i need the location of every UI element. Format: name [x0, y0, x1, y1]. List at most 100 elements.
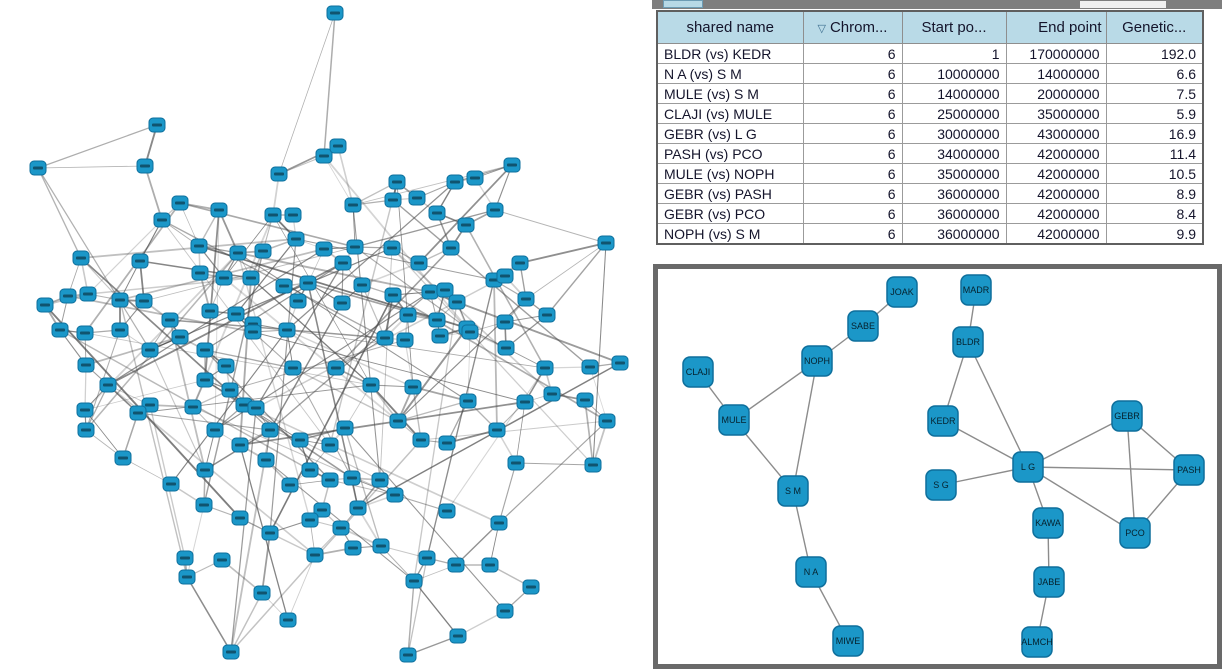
network-node[interactable] [486, 202, 504, 218]
network-node[interactable] [333, 295, 351, 311]
table-cell[interactable]: 7.5 [1105, 83, 1204, 104]
network-node[interactable] [343, 470, 361, 486]
network-node[interactable] [114, 450, 132, 466]
network-node[interactable] [148, 117, 166, 133]
network-node[interactable] [270, 166, 288, 182]
network-node[interactable] [428, 312, 446, 328]
network-node[interactable] [384, 287, 402, 303]
network-node[interactable] [543, 386, 561, 402]
network-node[interactable] [141, 342, 159, 358]
network-node[interactable] [362, 377, 380, 393]
network-node[interactable] [327, 360, 345, 376]
network-node[interactable] [210, 202, 228, 218]
table-cell[interactable]: 35000000 [1005, 103, 1107, 124]
network-edge[interactable] [519, 242, 607, 264]
subnetwork-node-claji[interactable]: CLAJI [682, 356, 714, 388]
network-node[interactable] [77, 357, 95, 373]
table-cell[interactable]: 6 [802, 43, 903, 64]
network-node[interactable] [171, 195, 189, 211]
network-node[interactable] [284, 360, 302, 376]
network-edge[interactable] [237, 252, 311, 521]
subnetwork-edge[interactable] [1126, 415, 1136, 534]
network-node[interactable] [410, 255, 428, 271]
subnetwork-node-sabe[interactable]: SABE [847, 310, 879, 342]
network-edge[interactable] [354, 246, 468, 329]
network-edge[interactable] [335, 337, 386, 369]
network-node[interactable] [396, 332, 414, 348]
network-node[interactable] [171, 329, 189, 345]
network-node[interactable] [344, 197, 362, 213]
table-cell[interactable]: 34000000 [901, 143, 1007, 164]
subnetwork-node-almch[interactable]: ALMCH [1021, 626, 1053, 658]
table-scrollbar-strip[interactable] [652, 0, 1222, 9]
table-cell[interactable]: 42000000 [1005, 163, 1107, 184]
network-edge[interactable] [329, 479, 396, 496]
network-node[interactable] [611, 355, 629, 371]
subnetwork-edge[interactable] [1027, 466, 1136, 534]
table-row[interactable]: GEBR (vs) L G 6 30000000 43000000 16.9 [656, 123, 1204, 144]
network-node[interactable] [231, 510, 249, 526]
network-node[interactable] [196, 372, 214, 388]
network-node[interactable] [136, 158, 154, 174]
network-node[interactable] [334, 255, 352, 271]
network-edge[interactable] [467, 331, 471, 402]
main-network-view[interactable] [0, 0, 650, 669]
column-header-chromosome[interactable]: ▽ Chrom... [802, 10, 903, 44]
subnetwork-node-kawa[interactable]: KAWA [1032, 507, 1064, 539]
table-row[interactable]: CLAJI (vs) MULE 6 25000000 35000000 5.9 [656, 103, 1204, 124]
subnetwork-node-s-m[interactable]: S M [777, 475, 809, 507]
network-node[interactable] [278, 322, 296, 338]
table-cell[interactable]: 42000000 [1005, 143, 1107, 164]
network-node[interactable] [76, 325, 94, 341]
table-row[interactable]: BLDR (vs) KEDR 6 1 170000000 192.0 [656, 43, 1204, 64]
network-edge[interactable] [286, 181, 456, 331]
network-node[interactable] [438, 435, 456, 451]
network-node[interactable] [59, 288, 77, 304]
table-cell[interactable]: 6 [802, 183, 903, 204]
network-node[interactable] [229, 245, 247, 261]
network-node[interactable] [353, 277, 371, 293]
table-cell[interactable]: N A (vs) S M [656, 63, 804, 84]
network-node[interactable] [306, 547, 324, 563]
table-cell[interactable]: 10000000 [901, 63, 1007, 84]
subnetwork-node-pash[interactable]: PASH [1173, 454, 1205, 486]
network-node[interactable] [36, 297, 54, 313]
network-node[interactable] [284, 207, 302, 223]
network-node[interactable] [496, 268, 514, 284]
network-edge[interactable] [255, 262, 344, 409]
network-edge[interactable] [169, 319, 386, 339]
network-edge[interactable] [515, 462, 594, 466]
network-node[interactable] [222, 644, 240, 660]
column-header-shared-name[interactable]: shared name [656, 10, 804, 44]
network-edge[interactable] [179, 202, 356, 248]
network-edge[interactable] [352, 164, 513, 206]
table-cell[interactable]: 6.6 [1105, 63, 1204, 84]
network-node[interactable] [244, 324, 262, 340]
table-cell[interactable]: 11.4 [1105, 143, 1204, 164]
network-edge[interactable] [292, 367, 353, 479]
subnetwork-node-s-g[interactable]: S G [925, 469, 957, 501]
network-node[interactable] [399, 307, 417, 323]
network-node[interactable] [131, 253, 149, 269]
network-node[interactable] [376, 330, 394, 346]
network-node[interactable] [488, 422, 506, 438]
network-edge[interactable] [223, 214, 274, 279]
network-edge[interactable] [418, 164, 513, 264]
table-cell[interactable]: MULE (vs) S M [656, 83, 804, 104]
table-cell[interactable]: 6 [802, 163, 903, 184]
subnetwork-node-miwe[interactable]: MIWE [832, 625, 864, 657]
network-edge[interactable] [269, 302, 343, 431]
network-node[interactable] [281, 477, 299, 493]
network-node[interactable] [257, 452, 275, 468]
subnetwork-node-madr[interactable]: MADR [960, 274, 992, 306]
network-node[interactable] [517, 291, 535, 307]
table-row[interactable]: MULE (vs) NOPH 6 35000000 42000000 10.5 [656, 163, 1204, 184]
network-node[interactable] [408, 190, 426, 206]
network-node[interactable] [301, 462, 319, 478]
subnetwork-node-n-a[interactable]: N A [795, 556, 827, 588]
network-node[interactable] [279, 612, 297, 628]
network-node[interactable] [201, 303, 219, 319]
column-header-start-point[interactable]: Start po... [901, 10, 1007, 44]
network-node[interactable] [446, 174, 464, 190]
subnetwork-node-mule[interactable]: MULE [718, 404, 750, 436]
